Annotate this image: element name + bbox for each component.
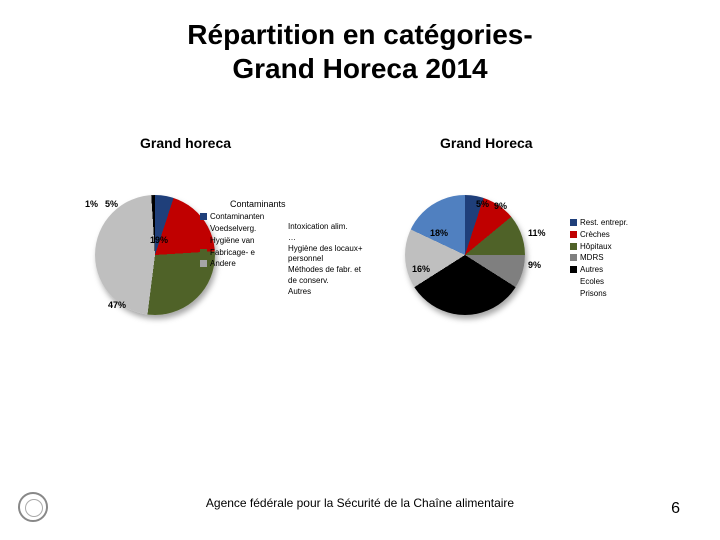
legend-item: Andere	[200, 259, 286, 270]
legend-left-dutch: Contaminants ContaminantenVoedselverg.Hy…	[200, 198, 286, 271]
legend-item: Crèches	[570, 230, 628, 241]
pie-right-label: 16%	[412, 264, 430, 274]
legend-text-line: de conserv.	[288, 276, 363, 287]
legend-label: Contaminanten	[210, 212, 264, 223]
legend-text-line: Méthodes de fabr. et	[288, 265, 363, 276]
pie-right-label: 9%	[494, 201, 507, 211]
legend-swatch	[200, 260, 207, 267]
page-number: 6	[671, 500, 680, 518]
legend-item: Autres	[570, 265, 628, 276]
legend-middle-french: Intoxication alim.…Hygiène des locaux+pe…	[288, 222, 363, 298]
legend-right: Rest. entrepr.CrèchesHôpitauxMDRSAutresE…	[570, 218, 628, 301]
pie-left-label: 1%	[85, 199, 98, 209]
legend-label: Voedselverg.	[210, 224, 256, 235]
legend-item: Contaminanten	[200, 212, 286, 223]
pie-right-label: 11%	[528, 228, 546, 238]
legend-text-line: personnel	[288, 254, 363, 265]
legend-label: Andere	[210, 259, 236, 270]
legend-item: Hygiëne van	[200, 236, 286, 247]
legend-label: Ecoles	[580, 277, 604, 288]
legend-swatch	[200, 249, 207, 256]
legend-swatch	[570, 254, 577, 261]
logo-icon	[18, 492, 48, 522]
legend-item: Hôpitaux	[570, 242, 628, 253]
pie-left-circle	[95, 195, 215, 315]
legend-swatch	[200, 225, 207, 232]
legend-item: Fabricage- e	[200, 248, 286, 259]
legend-label: Prisons	[580, 289, 607, 300]
legend-item: Rest. entrepr.	[570, 218, 628, 229]
legend-text-line: Intoxication alim.	[288, 222, 363, 233]
legend-text-line: Autres	[288, 287, 363, 298]
subtitle-left: Grand horeca	[140, 135, 231, 151]
legend-left-head: Contaminants	[230, 198, 286, 210]
pie-right-label: 18%	[430, 228, 448, 238]
footer-text: Agence fédérale pour la Sécurité de la C…	[0, 496, 720, 510]
legend-label: Fabricage- e	[210, 248, 255, 259]
legend-item: MDRS	[570, 253, 628, 264]
legend-label: Crèches	[580, 230, 610, 241]
legend-swatch	[570, 243, 577, 250]
legend-swatch	[570, 266, 577, 273]
legend-swatch	[570, 231, 577, 238]
legend-text-line: …	[288, 233, 363, 244]
slide-title: Répartition en catégories- Grand Horeca …	[0, 18, 720, 85]
pie-left-label: 19%	[150, 235, 168, 245]
subtitle-right: Grand Horeca	[440, 135, 533, 151]
pie-left-label: 5%	[105, 199, 118, 209]
pie-right-circle	[405, 195, 525, 315]
pie-left-label: 47%	[108, 300, 126, 310]
legend-item: Ecoles	[570, 277, 628, 288]
legend-label: MDRS	[580, 253, 604, 264]
legend-swatch	[570, 219, 577, 226]
legend-item: Voedselverg.	[200, 224, 286, 235]
legend-label: Rest. entrepr.	[580, 218, 628, 229]
legend-label: Hôpitaux	[580, 242, 612, 253]
pie-right-label: 9%	[528, 260, 541, 270]
legend-item: Prisons	[570, 289, 628, 300]
legend-label: Hygiëne van	[210, 236, 254, 247]
legend-label: Autres	[580, 265, 603, 276]
legend-text-line: Hygiène des locaux+	[288, 244, 363, 255]
pie-right-label: 5%	[476, 199, 489, 209]
slide: Répartition en catégories- Grand Horeca …	[0, 0, 720, 540]
legend-swatch	[200, 213, 207, 220]
